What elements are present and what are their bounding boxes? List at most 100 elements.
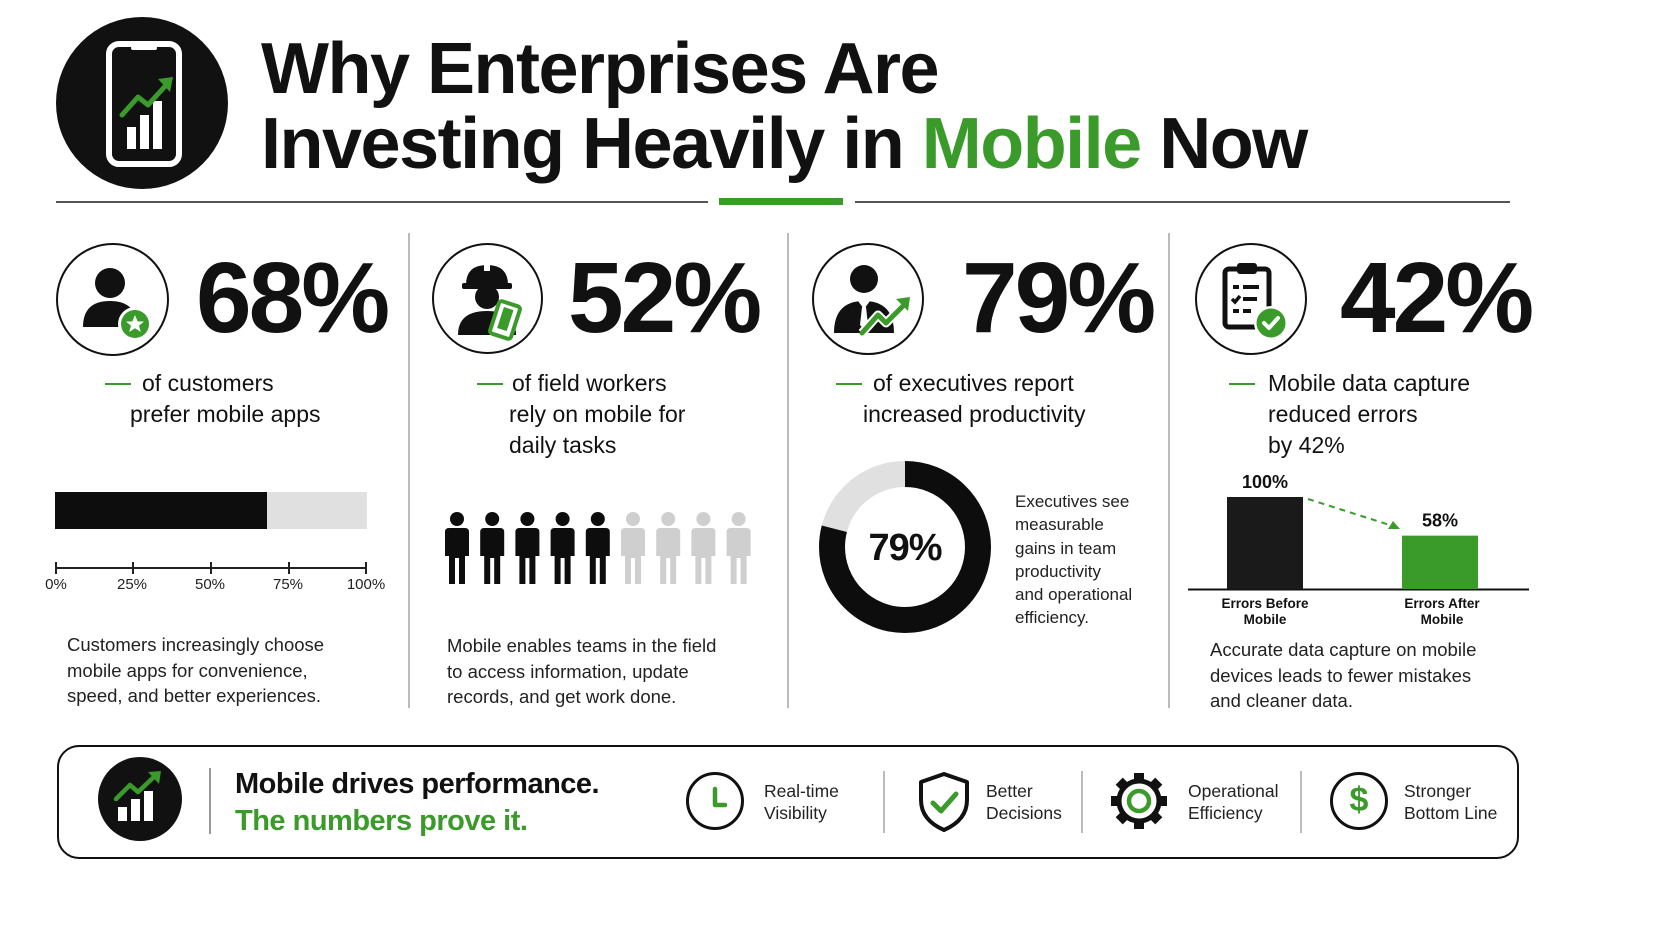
scale-tick-label: 75%	[272, 576, 304, 593]
donut-chart	[819, 461, 991, 633]
benefit-label-line: Bottom Line	[1404, 803, 1498, 823]
header-divider-left	[56, 201, 708, 203]
bar-category-line: Mobile	[1420, 612, 1464, 627]
stat-label-line: daily tasks	[509, 432, 617, 458]
scale-tick-label: 25%	[116, 576, 148, 593]
stat-label-line: rely on mobile for	[509, 401, 686, 427]
description-line: speed, and better experiences.	[67, 685, 322, 706]
benefit-label: Real-time Visibility	[764, 780, 839, 824]
progress-scale	[55, 562, 367, 574]
title-prefix: Investing Heavily in	[261, 104, 922, 184]
dollar-icon: $	[1330, 772, 1388, 830]
column-divider	[1168, 233, 1170, 708]
page-title-line2: Investing Heavily in Mobile Now	[261, 108, 1308, 180]
page-title-line1: Why Enterprises Are	[261, 29, 940, 109]
phone-chart-icon	[106, 41, 182, 167]
benefit-separator	[1081, 771, 1083, 833]
person-icon-highlighted	[445, 512, 469, 584]
stat-description: Mobile enables teams in the field to acc…	[447, 633, 777, 710]
description-line: records, and get work done.	[447, 686, 677, 707]
benefit-label-line: Stronger	[1404, 781, 1472, 801]
footer-subline: The numbers prove it.	[235, 805, 528, 837]
benefit-label: Operational Efficiency	[1188, 780, 1278, 824]
benefit-label-line: Real-time	[764, 781, 839, 801]
side-text-line: productivity	[1015, 561, 1101, 581]
label-dash	[836, 383, 862, 385]
field-worker-tablet-icon	[432, 243, 543, 354]
header-logo	[56, 17, 228, 189]
stat-label-line: of field workers	[512, 370, 667, 396]
stat-label: Mobile data capture reduced errors by 42…	[1268, 368, 1548, 461]
header-divider-right	[855, 201, 1510, 203]
scale-tick-label: 0%	[45, 576, 67, 593]
description-line: and cleaner data.	[1210, 690, 1353, 711]
clock-icon	[686, 772, 744, 830]
stat-label-line: increased productivity	[863, 401, 1086, 427]
stat-label-line: prefer mobile apps	[130, 401, 321, 427]
stat-label-line: Mobile data capture	[1268, 370, 1471, 396]
header-divider-accent	[719, 198, 843, 205]
benefit-label: Stronger Bottom Line	[1404, 780, 1497, 824]
side-text-line: Executives see	[1015, 492, 1130, 511]
label-dash	[1229, 383, 1255, 385]
benefit-separator	[883, 771, 885, 833]
gear-icon	[1108, 770, 1170, 837]
progress-track	[55, 492, 367, 529]
executive-growth-icon	[812, 243, 924, 355]
benefit-label-line: Decisions	[986, 803, 1062, 823]
label-dash	[105, 383, 131, 385]
person-icon-highlighted	[515, 512, 540, 584]
person-icon-muted	[691, 512, 716, 584]
side-text-line: and operational	[1015, 585, 1133, 605]
stat-label: of field workers rely on mobile for dail…	[509, 368, 779, 461]
clipboard-check-icon	[1195, 243, 1307, 355]
errors-bar-chart: 100% 58%	[1188, 472, 1529, 591]
progress-fill	[55, 492, 268, 529]
title-highlight: Mobile	[921, 104, 1143, 184]
person-icon-muted	[621, 512, 645, 584]
description-line: mobile apps for convenience,	[67, 659, 308, 681]
stat-value: 42%	[1340, 242, 1534, 354]
scale-tick-label: 100%	[346, 576, 386, 593]
stat-label-line: reduced errors	[1268, 401, 1418, 427]
person-icon-highlighted	[585, 512, 610, 584]
bar-category-line: Errors Before	[1221, 596, 1309, 611]
donut-value: 79%	[868, 527, 942, 569]
person-icon-highlighted	[550, 512, 575, 584]
bar-value-label: 100%	[1242, 472, 1288, 492]
person-icon-muted	[726, 512, 751, 584]
benefit-label-line: Better	[986, 781, 1033, 801]
column-divider	[787, 233, 789, 708]
growth-chart-icon	[98, 757, 182, 841]
footer-headline: Mobile drives performance.	[235, 768, 600, 800]
customer-star-icon	[56, 243, 169, 356]
description-line: Mobile enables teams in the field	[447, 635, 717, 656]
bar	[1227, 497, 1303, 589]
stat-label: of executives report increased productiv…	[863, 368, 1163, 430]
person-icon-highlighted	[480, 512, 505, 584]
label-dash	[477, 383, 503, 385]
scale-tick-label: 50%	[194, 576, 226, 593]
donut-side-text: Executives see measurable gains in team …	[1015, 490, 1132, 630]
description-line: Accurate data capture on mobile	[1210, 639, 1477, 660]
benefit-label-line: Efficiency	[1188, 803, 1263, 823]
bar-category-label: Errors Before Mobile	[1205, 596, 1325, 628]
stat-description: Customers increasingly choose mobile app…	[67, 632, 397, 709]
bar-category-line: Mobile	[1243, 612, 1287, 627]
column-divider	[408, 233, 410, 708]
person-icon-muted	[656, 512, 681, 584]
benefit-label: Better Decisions	[986, 780, 1062, 824]
description-line: to access information, update	[447, 660, 689, 682]
title-suffix: Now	[1140, 104, 1308, 184]
footer-divider	[209, 768, 211, 834]
stat-label-line: of executives report	[873, 370, 1074, 396]
side-text-line: efficiency.	[1015, 608, 1090, 628]
stat-description: Accurate data capture on mobile devices …	[1210, 637, 1530, 714]
stat-label-line: by 42%	[1268, 432, 1345, 458]
side-text-line: gains in team	[1015, 538, 1117, 558]
side-text-line: measurable	[1015, 515, 1104, 535]
benefit-separator	[1300, 771, 1302, 833]
stat-label-line: of customers	[142, 370, 274, 396]
stat-label: of customers prefer mobile apps	[130, 368, 400, 430]
description-line: devices leads to fewer mistakes	[1210, 664, 1472, 686]
